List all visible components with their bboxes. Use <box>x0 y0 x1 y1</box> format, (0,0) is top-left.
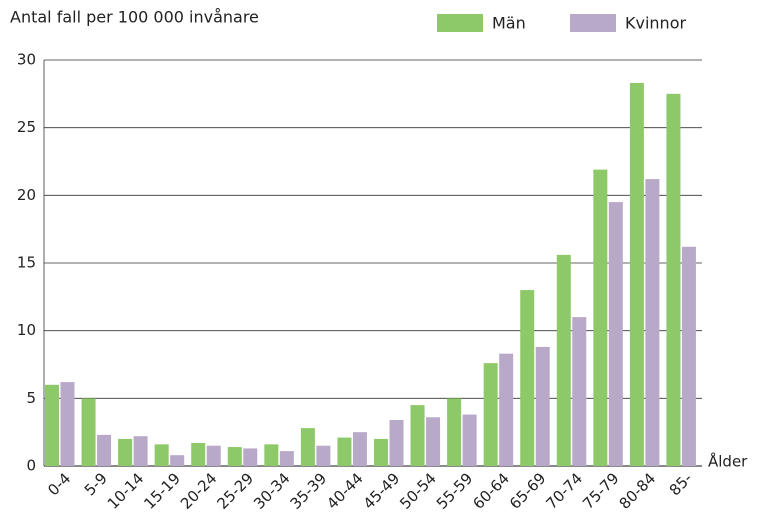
bar <box>279 451 294 466</box>
bar <box>374 438 388 466</box>
y-tick-label: 30 <box>17 51 36 69</box>
bar <box>97 434 112 466</box>
y-tick-label: 15 <box>17 254 36 272</box>
x-tick-label: 25-29 <box>214 469 258 513</box>
bar <box>410 405 425 466</box>
x-tick-label: 80-84 <box>616 469 660 513</box>
bar <box>81 398 96 466</box>
bar <box>118 438 133 466</box>
bar <box>666 93 681 466</box>
x-tick-label: 65-69 <box>506 469 550 513</box>
x-tick-label: 10-14 <box>104 469 148 513</box>
y-tick-label: 20 <box>17 186 36 204</box>
bar <box>426 417 441 466</box>
x-tick-label: 60-64 <box>469 469 513 513</box>
legend-label: Kvinnor <box>625 14 686 33</box>
legend-label: Män <box>492 14 526 33</box>
bar <box>227 447 242 466</box>
bar <box>535 346 550 466</box>
bar <box>389 419 404 466</box>
bar <box>191 442 206 466</box>
chart-title: Antal fall per 100 000 invånare <box>10 8 259 27</box>
bar <box>60 382 75 466</box>
bar <box>593 169 608 466</box>
bar <box>608 202 623 466</box>
bar <box>206 445 221 466</box>
bar <box>154 444 169 466</box>
bar <box>520 290 535 466</box>
y-tick-label: 5 <box>26 389 36 407</box>
x-tick-label: 45-49 <box>360 469 404 513</box>
x-tick-label: 55-59 <box>433 469 477 513</box>
legend-swatch <box>570 14 616 32</box>
bar <box>337 437 352 466</box>
y-tick-label: 25 <box>17 118 36 136</box>
x-tick-label: 50-54 <box>396 469 440 513</box>
bar <box>483 363 498 466</box>
bar <box>681 246 696 466</box>
bar <box>645 179 660 467</box>
x-tick-label: 70-74 <box>543 469 587 513</box>
x-tick-label: 0-4 <box>44 469 74 499</box>
bar <box>572 317 587 466</box>
bar <box>352 432 367 466</box>
bar <box>243 448 258 466</box>
x-axis-label: Ålder <box>708 452 748 471</box>
bar <box>629 83 644 467</box>
x-tick-label: 5-9 <box>81 469 111 499</box>
x-tick-label: 40-44 <box>323 469 367 513</box>
bar <box>264 444 279 466</box>
x-tick-label: 15-19 <box>140 469 184 513</box>
x-tick-label: 20-24 <box>177 469 221 513</box>
bar <box>45 384 59 466</box>
x-tick-label: 30-34 <box>250 469 294 513</box>
bar <box>499 353 514 466</box>
x-tick-label: 75-79 <box>579 469 623 513</box>
bar <box>447 398 462 466</box>
x-tick-label: 85- <box>666 469 696 499</box>
y-tick-label: 0 <box>26 457 36 475</box>
bar <box>170 455 185 466</box>
legend-swatch <box>437 14 483 32</box>
y-tick-label: 10 <box>17 321 36 339</box>
x-tick-label: 35-39 <box>287 469 331 513</box>
bar <box>300 428 315 466</box>
bar <box>133 436 148 466</box>
bar <box>316 445 331 466</box>
bar <box>556 254 571 466</box>
bar <box>462 414 477 466</box>
